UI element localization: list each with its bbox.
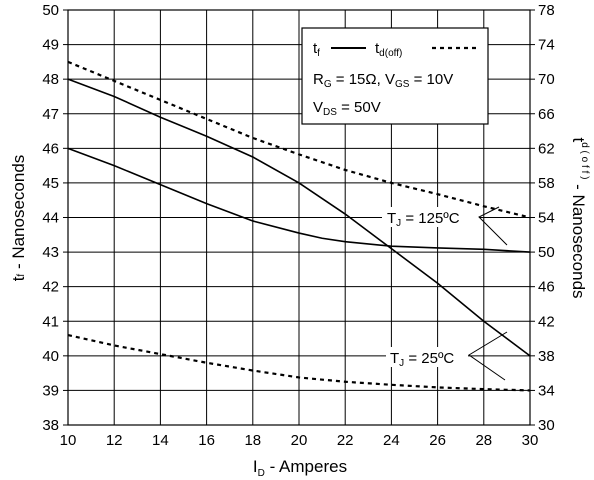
y-left-tick-label: 50	[42, 2, 59, 19]
tf-curve-1	[67, 147, 531, 253]
y-left-tick-label: 39	[42, 382, 59, 399]
y-left-tick-labels: 38 39 40 41 42 43 44 45 46 47 48 49 50	[42, 2, 59, 434]
y-left-tick-label: 40	[42, 348, 59, 365]
annotation-tj-25-bg	[386, 347, 468, 367]
y-right-tick-label: 42	[538, 313, 555, 330]
x-tick-label: 14	[152, 432, 169, 449]
y-left-tick-label: 49	[42, 37, 59, 54]
annotation-tj-125-bg	[382, 207, 479, 227]
legend-box	[301, 27, 489, 125]
y-left-tick-label: 44	[42, 210, 59, 227]
x-tick-label: 28	[475, 432, 492, 449]
y-left-tick-label: 38	[42, 417, 59, 434]
annotation-tj-125-leader	[478, 206, 508, 246]
legend-tdoff-label: td(off)	[375, 40, 402, 59]
y-right-tick-label: 62	[538, 140, 555, 157]
x-tick-label: 16	[198, 432, 215, 449]
x-tick-label: 20	[291, 432, 308, 449]
y-right-tick-label: 54	[538, 210, 555, 227]
annotation-tj-25-leader	[468, 331, 508, 381]
y-left-tick-label: 46	[42, 140, 59, 157]
legend-condition-vds: VDS = 50V	[313, 99, 381, 118]
annotation-tj-25: TJ = 25ºC	[386, 331, 508, 381]
y-left-tick-label: 48	[42, 71, 59, 88]
y-right-tick-label: 74	[538, 37, 555, 54]
y-left-tick-label: 41	[42, 313, 59, 330]
annotation-tj-125: TJ = 125ºC	[382, 206, 508, 246]
x-tick-label: 10	[60, 432, 77, 449]
x-tick-label: 12	[106, 432, 123, 449]
annotation-tj-25-label: TJ = 25ºC	[390, 350, 454, 369]
legend: tf td(off) RG = 15Ω, VGS = 10V VDS = 50V	[301, 27, 489, 125]
x-axis-title: ID - Amperes	[253, 457, 347, 479]
y-right-tick-label: 46	[538, 279, 555, 296]
y-right-tick-label: 30	[538, 417, 555, 434]
y-left-tick-label: 45	[42, 175, 59, 192]
x-tick-label: 30	[522, 432, 539, 449]
y-right-tick-labels: 30 34 38 42 46 50 54 58 62 66 70 74 78	[538, 2, 555, 434]
td-off-curve-2	[67, 60, 531, 219]
x-tick-label: 26	[429, 432, 446, 449]
y-right-tick-label: 50	[538, 244, 555, 261]
y-right-tick-label: 66	[538, 106, 555, 123]
y-left-tick-label: 47	[42, 106, 59, 123]
y-right-tick-label: 70	[538, 71, 555, 88]
x-tick-label: 24	[383, 432, 400, 449]
y-left-tick-label: 43	[42, 244, 59, 261]
td-off-curve-3	[67, 334, 531, 392]
series-lines	[67, 60, 531, 392]
y-right-tick-label: 34	[538, 382, 555, 399]
y-right-axis-title: td ( o f f ) - Nanoseconds	[569, 137, 590, 298]
legend-tf-label: tf	[313, 40, 320, 59]
tf-curve-0	[67, 78, 531, 357]
y-right-tick-label: 58	[538, 175, 555, 192]
x-tick-label: 18	[244, 432, 261, 449]
y-left-tick-label: 42	[42, 279, 59, 296]
x-tick-label: 22	[337, 432, 354, 449]
y-right-tick-label: 38	[538, 348, 555, 365]
x-tick-labels: 10 12 14 16 18 20 22 24 26 28 30	[60, 432, 539, 449]
annotation-tj-125-label: TJ = 125ºC	[387, 210, 460, 229]
legend-condition-rg-vgs: RG = 15Ω, VGS = 10V	[313, 71, 453, 90]
y-left-axis-title: tf - Nanoseconds	[9, 155, 28, 282]
y-right-tick-label: 78	[538, 2, 555, 19]
